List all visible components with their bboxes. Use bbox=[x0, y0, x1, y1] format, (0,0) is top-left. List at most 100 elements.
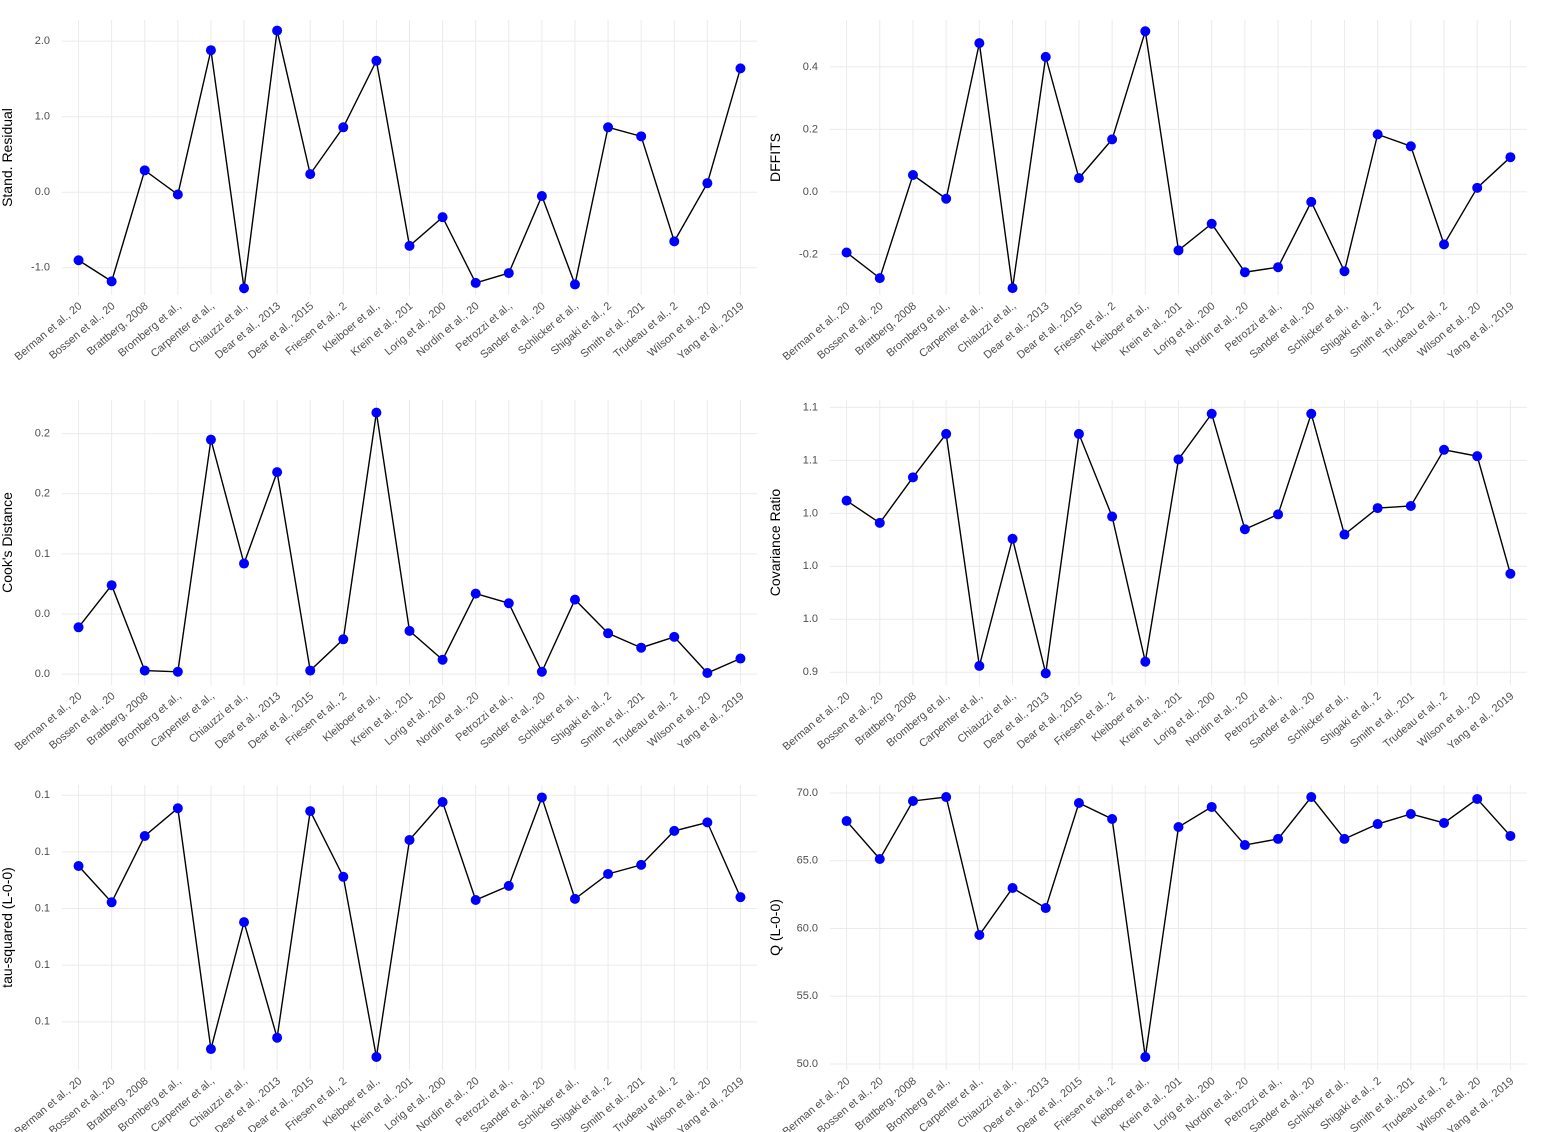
data-point bbox=[371, 1051, 382, 1062]
y-axis-title: Covariance Ratio bbox=[767, 489, 783, 597]
data-point bbox=[974, 38, 985, 49]
y-tick-label: 0.0 bbox=[35, 186, 50, 198]
data-point bbox=[569, 594, 580, 605]
data-point bbox=[907, 472, 918, 483]
data-point bbox=[1206, 801, 1217, 812]
data-point bbox=[1040, 51, 1051, 62]
panel: 50.0 55.0 60.0 65.0 70.0 Q (L-0-0) Berman et a… bbox=[767, 785, 1527, 1132]
data-point bbox=[569, 893, 580, 904]
data-point bbox=[1073, 428, 1084, 439]
data-point bbox=[1173, 245, 1184, 256]
data-point bbox=[1439, 817, 1450, 828]
data-point bbox=[603, 628, 614, 639]
data-point bbox=[1107, 814, 1118, 825]
data-point bbox=[139, 665, 150, 676]
data-point bbox=[702, 817, 713, 828]
y-tick-label: 55.0 bbox=[797, 990, 818, 1002]
data-point bbox=[437, 212, 448, 223]
data-point bbox=[437, 796, 448, 807]
data-point bbox=[1073, 798, 1084, 809]
data-point bbox=[172, 803, 183, 814]
y-tick-label: 1.1 bbox=[803, 401, 818, 413]
data-point bbox=[1505, 568, 1516, 579]
data-point bbox=[1140, 656, 1151, 667]
y-tick-label: 1.0 bbox=[35, 111, 50, 123]
data-point bbox=[974, 930, 985, 941]
x-tick-label: Berman et al., 20 bbox=[13, 1075, 85, 1132]
y-tick-label: 0.0 bbox=[35, 668, 50, 680]
y-tick-label: 0.2 bbox=[35, 488, 50, 500]
data-point bbox=[1007, 533, 1018, 544]
data-point bbox=[1306, 196, 1317, 207]
data-point bbox=[1273, 833, 1284, 844]
data-point bbox=[1306, 408, 1317, 419]
data-point bbox=[371, 55, 382, 66]
data-point bbox=[106, 580, 117, 591]
y-tick-label: 0.4 bbox=[803, 61, 818, 73]
data-point bbox=[1405, 500, 1416, 511]
data-point bbox=[636, 642, 647, 653]
data-point bbox=[172, 666, 183, 677]
data-point bbox=[841, 247, 852, 258]
data-point bbox=[106, 897, 117, 908]
data-point bbox=[1107, 511, 1118, 522]
y-tick-label: 65.0 bbox=[797, 855, 818, 867]
data-point bbox=[1206, 408, 1217, 419]
y-tick-label: 0.2 bbox=[803, 123, 818, 135]
data-point bbox=[636, 131, 647, 142]
data-point bbox=[470, 277, 481, 288]
data-point bbox=[669, 825, 680, 836]
data-point bbox=[272, 467, 283, 478]
data-point bbox=[172, 189, 183, 200]
data-point bbox=[73, 861, 84, 872]
data-point bbox=[404, 834, 415, 845]
data-point bbox=[1405, 141, 1416, 152]
data-point bbox=[1040, 903, 1051, 914]
data-point bbox=[404, 240, 415, 251]
data-point bbox=[536, 191, 547, 202]
data-point bbox=[974, 660, 985, 671]
data-point bbox=[841, 495, 852, 506]
data-point bbox=[536, 666, 547, 677]
data-point bbox=[1173, 822, 1184, 833]
data-point bbox=[139, 830, 150, 841]
y-tick-label: 70.0 bbox=[797, 787, 818, 799]
data-point bbox=[702, 178, 713, 189]
data-point bbox=[1239, 267, 1250, 278]
data-point bbox=[503, 268, 514, 279]
data-point bbox=[536, 792, 547, 803]
x-tick-label: Berman et al., 20 bbox=[781, 1075, 853, 1132]
y-tick-label: 1.1 bbox=[803, 454, 818, 466]
data-point bbox=[1273, 262, 1284, 273]
data-point bbox=[503, 880, 514, 891]
data-point bbox=[239, 917, 250, 928]
data-point bbox=[941, 193, 952, 204]
data-point bbox=[205, 45, 216, 56]
data-point bbox=[404, 625, 415, 636]
y-tick-label: 0.0 bbox=[803, 186, 818, 198]
data-point bbox=[1505, 830, 1516, 841]
data-point bbox=[1007, 882, 1018, 893]
data-point bbox=[669, 236, 680, 247]
data-point bbox=[470, 895, 481, 906]
data-point bbox=[139, 165, 150, 176]
y-tick-label: 0.1 bbox=[35, 789, 50, 801]
y-tick-label: 0.1 bbox=[35, 846, 50, 858]
data-point bbox=[735, 653, 746, 664]
data-point bbox=[503, 598, 514, 609]
data-point bbox=[371, 407, 382, 418]
data-point bbox=[1107, 134, 1118, 145]
data-point bbox=[1472, 793, 1483, 804]
data-point bbox=[735, 892, 746, 903]
data-point bbox=[907, 170, 918, 180]
data-point bbox=[338, 871, 349, 882]
y-axis-title: DFFITS bbox=[767, 133, 783, 182]
data-point bbox=[338, 122, 349, 133]
y-tick-label: 0.1 bbox=[35, 548, 50, 560]
data-point bbox=[239, 558, 250, 569]
y-axis-title: tau-squared (L-0-0) bbox=[0, 867, 15, 988]
